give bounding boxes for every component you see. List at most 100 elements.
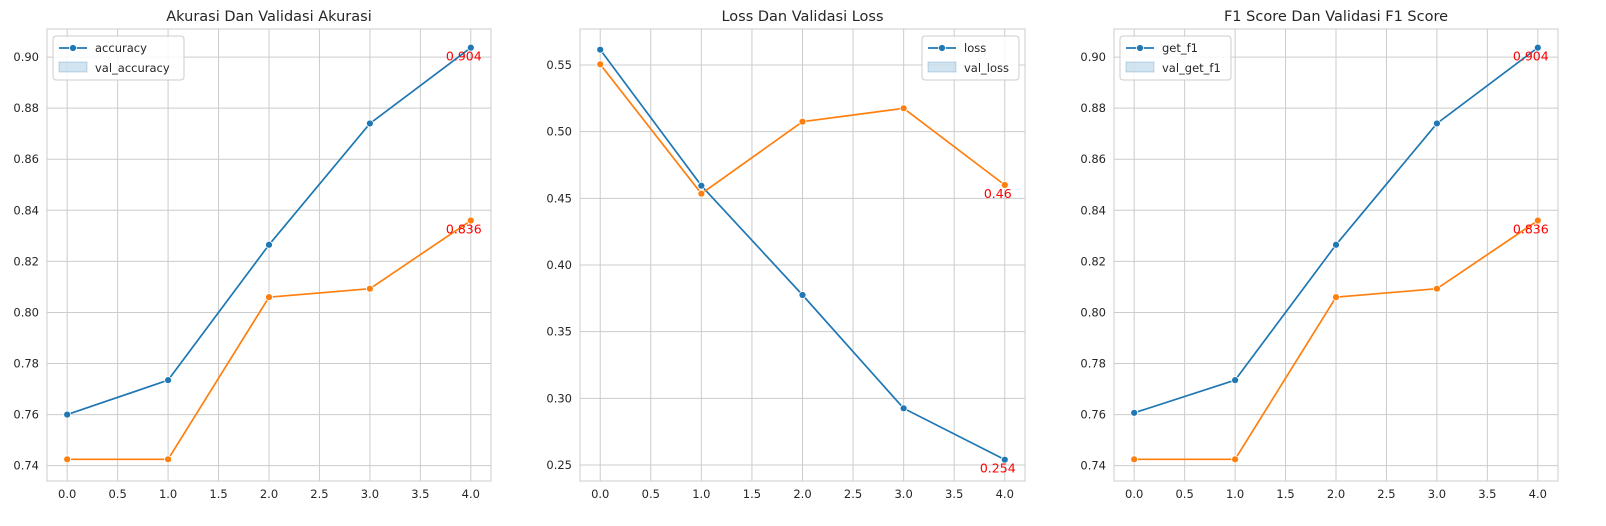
chart-title: F1 Score Dan Validasi F1 Score	[1224, 9, 1448, 25]
y-tick-label: 0.84	[13, 203, 39, 217]
legend-label: val_get_f1	[1162, 61, 1221, 75]
y-tick-label: 0.74	[13, 459, 39, 473]
y-tick-label: 0.45	[546, 191, 572, 205]
x-tick-label: 3.0	[1428, 487, 1446, 501]
legend: accuracy val_accuracy	[52, 35, 185, 81]
x-tick-label: 4.0	[1529, 487, 1547, 501]
y-tick-label: 0.30	[546, 391, 572, 405]
legend-label: get_f1	[1162, 41, 1198, 55]
x-tick-label: 1.0	[692, 487, 710, 501]
legend-marker	[69, 44, 77, 52]
y-tick-label: 0.74	[1080, 459, 1106, 473]
y-tick-label: 0.86	[1080, 152, 1106, 166]
data-point-loss	[798, 291, 807, 299]
legend-box	[1119, 35, 1232, 81]
data-point-get_f1	[1433, 119, 1441, 128]
x-tick-label: 1.5	[1276, 487, 1294, 501]
data-point-val_get_f1	[1533, 216, 1542, 225]
data-point-loss	[596, 45, 605, 54]
subplot-accuracy: 0.0 0.5 1.0 1.5 2.0 2.5 3.0 3.5 4.0 0.74 0.76 0.78 0…	[13, 9, 492, 501]
subplot-loss: 0.0 0.5 1.0 1.5 2.0 2.5 3.0 3.5 4.0 0.25 0.30 0.35 0…	[546, 9, 1026, 501]
legend-box	[921, 35, 1020, 81]
legend-box	[52, 35, 185, 81]
x-tick-label: 0.0	[591, 487, 609, 501]
data-point-get_f1	[1533, 43, 1542, 52]
y-tick-label: 0.78	[13, 357, 39, 371]
y-tick-label: 0.40	[546, 258, 572, 272]
data-point-get_f1	[1332, 240, 1340, 249]
legend-patch-swatch	[927, 61, 957, 73]
x-tick-label: 2.5	[844, 487, 862, 501]
x-tick-label: 1.5	[209, 487, 227, 501]
chart-title: Loss Dan Validasi Loss	[721, 9, 883, 25]
value-annotation: 0.904	[1513, 49, 1549, 64]
data-point-val_accuracy	[63, 455, 72, 464]
y-tick-label: 0.86	[13, 152, 39, 166]
data-point-val_loss	[899, 104, 908, 113]
data-point-val_loss	[596, 60, 605, 69]
data-point-val_accuracy	[164, 455, 172, 464]
data-point-accuracy	[164, 376, 172, 385]
y-tick-label: 0.76	[13, 408, 39, 422]
data-point-val_get_f1	[1231, 455, 1239, 464]
y-tick-label: 0.80	[13, 305, 39, 319]
x-tick-label: 2.0	[260, 487, 278, 501]
data-point-val_accuracy	[265, 293, 273, 302]
data-point-val_loss	[798, 117, 807, 126]
value-annotation: 0.904	[446, 49, 482, 64]
legend-patch-swatch	[58, 61, 88, 73]
x-tick-label: 4.0	[996, 487, 1014, 501]
x-tick-label: 1.0	[1226, 487, 1244, 501]
x-tick-label: 3.0	[361, 487, 379, 501]
x-tick-label: 3.5	[1478, 487, 1496, 501]
data-point-val_accuracy	[366, 284, 374, 293]
axes-frame	[579, 28, 1026, 482]
data-point-val_get_f1	[1332, 293, 1340, 302]
legend-label: val_loss	[964, 61, 1009, 75]
x-tick-label: 3.5	[945, 487, 963, 501]
y-tick-label: 0.88	[13, 101, 39, 115]
data-point-val_loss	[1000, 181, 1009, 189]
data-point-val_get_f1	[1433, 284, 1441, 293]
x-tick-label: 2.0	[793, 487, 811, 501]
x-tick-label: 0.5	[642, 487, 660, 501]
data-point-loss	[1000, 455, 1009, 464]
data-point-val_loss	[697, 189, 706, 198]
data-point-loss	[697, 181, 706, 190]
data-point-val_accuracy	[466, 216, 475, 225]
legend-marker	[938, 44, 946, 52]
x-tick-label: 0.0	[58, 487, 76, 501]
x-tick-label: 1.0	[159, 487, 177, 501]
data-point-accuracy	[265, 240, 273, 249]
legend-marker	[1136, 44, 1144, 52]
data-point-accuracy	[63, 410, 72, 419]
x-tick-label: 0.5	[108, 487, 126, 501]
legend-label: accuracy	[95, 41, 147, 55]
y-tick-label: 0.50	[546, 125, 572, 139]
x-tick-label: 2.0	[1327, 487, 1345, 501]
legend: get_f1 val_get_f1	[1119, 35, 1232, 81]
axes-frame	[1113, 28, 1559, 482]
x-tick-label: 3.0	[894, 487, 912, 501]
data-point-get_f1	[1130, 408, 1139, 417]
value-annotation: 0.836	[446, 222, 482, 237]
x-tick-label: 0.5	[1175, 487, 1193, 501]
y-tick-label: 0.90	[13, 50, 39, 64]
y-tick-label: 0.90	[1080, 50, 1106, 64]
data-point-get_f1	[1231, 376, 1239, 385]
y-tick-label: 0.84	[1080, 203, 1106, 217]
y-tick-label: 0.78	[1080, 357, 1106, 371]
x-tick-label: 2.5	[1377, 487, 1395, 501]
legend-patch-swatch	[1125, 61, 1155, 73]
y-tick-label: 0.82	[1080, 254, 1106, 268]
y-tick-label: 0.76	[1080, 408, 1106, 422]
y-tick-label: 0.55	[546, 58, 572, 72]
axes-frame	[46, 28, 492, 482]
x-tick-label: 4.0	[462, 487, 480, 501]
legend-label: loss	[964, 41, 986, 55]
data-point-val_get_f1	[1130, 455, 1139, 464]
y-tick-label: 0.25	[546, 458, 572, 472]
x-tick-label: 1.5	[743, 487, 761, 501]
y-tick-label: 0.80	[1080, 305, 1106, 319]
